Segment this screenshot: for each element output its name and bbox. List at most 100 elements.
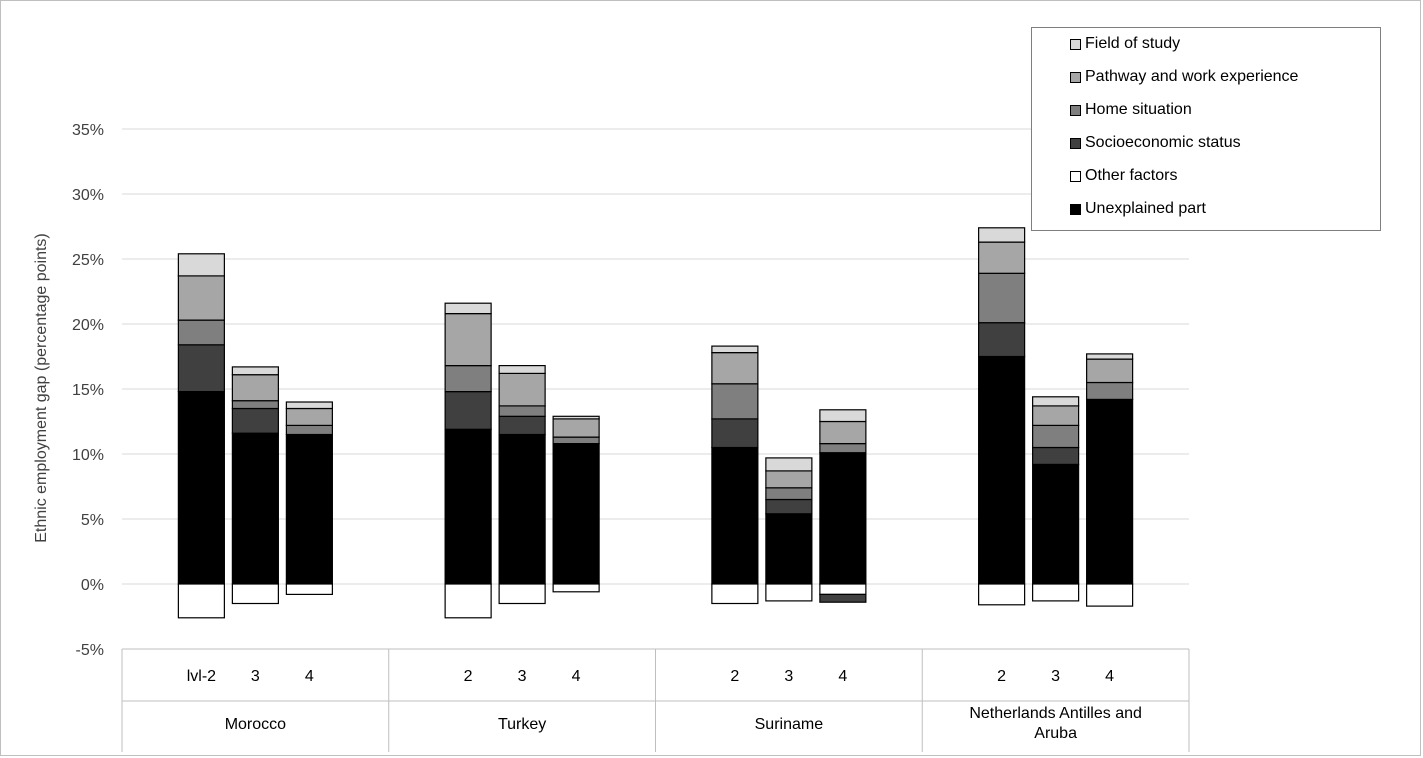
legend: Field of study Pathway and work experienc…	[1031, 27, 1381, 231]
bar-segment	[819, 409, 867, 423]
bar-segment	[1086, 398, 1134, 585]
legend-label: Field of study	[1085, 35, 1181, 52]
bar-segment	[177, 319, 225, 346]
legend-swatch	[1070, 137, 1081, 149]
bar-segment	[285, 401, 333, 410]
x-tick-label: 3	[251, 668, 260, 685]
bar-segment	[498, 405, 546, 417]
bar-segment	[285, 424, 333, 436]
bar-segment	[819, 420, 867, 445]
bar-segment	[177, 344, 225, 393]
bar-segment	[765, 470, 813, 489]
bar-segment	[444, 365, 492, 393]
x-tick-label: 2	[464, 668, 473, 685]
legend-swatch	[1070, 71, 1081, 83]
group-label: Morocco	[225, 716, 286, 733]
legend-swatch	[1070, 170, 1081, 182]
bar-segment	[552, 436, 600, 445]
legend-item: Socioeconomic status	[1070, 133, 1241, 153]
bar-segment	[1032, 583, 1080, 602]
bar-segment	[765, 498, 813, 515]
bar-segment	[231, 374, 279, 402]
x-tick-label: 4	[572, 668, 581, 685]
x-tick-label: 2	[997, 668, 1006, 685]
y-tick-label: -5%	[76, 642, 104, 659]
y-tick-label: 20%	[72, 317, 104, 334]
x-tick-label: 3	[1051, 668, 1060, 685]
legend-label: Pathway and work experience	[1085, 68, 1299, 85]
y-tick-label: 10%	[72, 447, 104, 464]
bar-segment	[711, 352, 759, 385]
bar-segment	[498, 583, 546, 605]
y-tick-label: 0%	[81, 577, 104, 594]
bar-segment	[711, 418, 759, 449]
y-tick-label: 15%	[72, 382, 104, 399]
y-tick-label: 25%	[72, 252, 104, 269]
bar-segment	[231, 366, 279, 376]
bar-segment	[177, 275, 225, 321]
bar-segment	[819, 452, 867, 585]
bar-segment	[231, 583, 279, 605]
legend-label: Unexplained part	[1085, 200, 1206, 217]
bar-segment	[978, 355, 1026, 585]
bar-segment	[978, 241, 1026, 274]
bar-segment	[765, 457, 813, 472]
legend-item: Unexplained part	[1070, 199, 1206, 219]
x-tick-label: 2	[730, 668, 739, 685]
bar-segment	[1032, 446, 1080, 465]
group-label: Suriname	[755, 716, 824, 733]
legend-item: Pathway and work experience	[1070, 67, 1298, 87]
legend-label: Other factors	[1085, 167, 1178, 184]
legend-item: Other factors	[1070, 166, 1177, 186]
legend-swatch	[1070, 38, 1081, 50]
y-tick-label: 35%	[72, 122, 104, 139]
bar-segment	[1086, 358, 1134, 384]
bar-segment	[765, 513, 813, 585]
bar-segment	[978, 272, 1026, 324]
bar-segment	[819, 583, 867, 595]
bar-segment	[285, 583, 333, 595]
y-tick-labels: -5% 0% 5% 10% 15% 20% 25% 30% 35%	[72, 122, 104, 659]
x-tick-label: 3	[784, 668, 793, 685]
bar-segment	[552, 443, 600, 585]
x-tick-label: 3	[518, 668, 527, 685]
bar-segment	[285, 407, 333, 426]
x-tick-label: 4	[838, 668, 847, 685]
bar-segment	[444, 583, 492, 619]
bar-segment	[177, 391, 225, 585]
bar-segment	[978, 227, 1026, 243]
y-axis-title: Ethnic employment gap (percentage points…	[33, 233, 50, 543]
bar-segment	[231, 432, 279, 585]
bars	[177, 227, 1134, 619]
bar-segment	[552, 583, 600, 593]
bar-segment	[552, 415, 600, 420]
bar-segment	[444, 391, 492, 430]
bar-segment	[711, 345, 759, 354]
bar-segment	[231, 400, 279, 410]
bar-segment	[285, 433, 333, 585]
bar-segment	[711, 583, 759, 605]
category-axis: lvl-2 3 4 Morocco 2 3 4 Turkey 2 3 4 Suriname 2 3 4 Net…	[121, 648, 1190, 752]
bar-segment	[1032, 463, 1080, 585]
y-tick-label: 5%	[81, 512, 104, 529]
x-tick-label: lvl-2	[187, 668, 216, 685]
legend-item: Home situation	[1070, 100, 1192, 120]
bar-segment	[498, 365, 546, 375]
bar-segment	[177, 253, 225, 277]
group-label: Netherlands Antilles and Aruba	[969, 705, 1142, 742]
legend-swatch	[1070, 203, 1081, 215]
bar-segment	[1086, 381, 1134, 400]
bar-segment	[819, 443, 867, 454]
x-tick-label: 4	[1105, 668, 1114, 685]
bar-segment	[444, 428, 492, 585]
bar-segment	[231, 407, 279, 434]
y-tick-label: 30%	[72, 187, 104, 204]
group-label: Turkey	[498, 716, 546, 733]
bar-segment	[552, 418, 600, 438]
bar-segment	[1086, 583, 1134, 607]
bar-segment	[819, 593, 867, 603]
bar-segment	[498, 415, 546, 436]
bar-segment	[711, 383, 759, 420]
bar-segment	[978, 583, 1026, 606]
